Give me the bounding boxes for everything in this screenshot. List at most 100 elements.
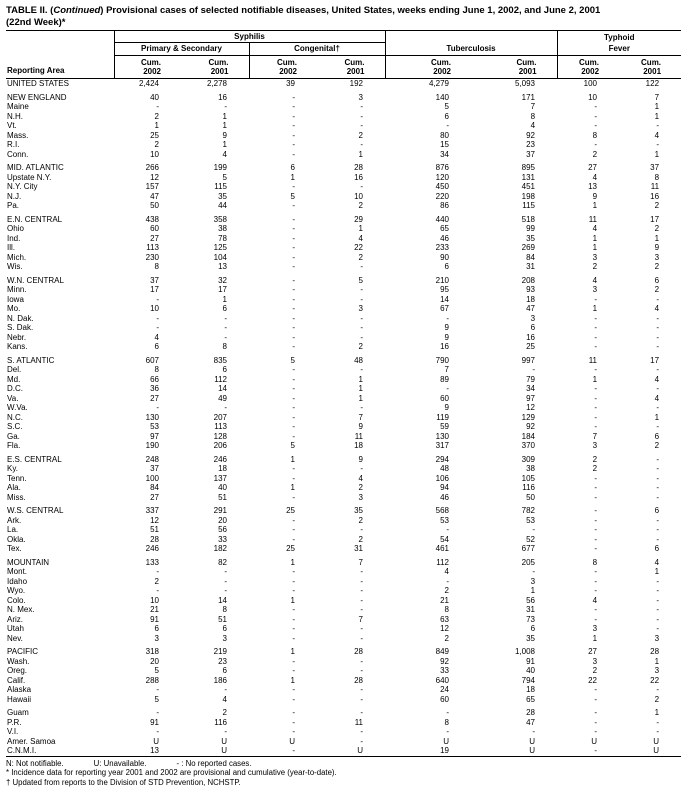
value-cell: 12 <box>150 172 159 182</box>
value-cell: 1 <box>358 393 363 403</box>
value-cell: 4 <box>654 374 660 384</box>
reporting-area-cell: Miss. <box>7 492 26 502</box>
value-cell: - <box>292 374 295 384</box>
reporting-area-cell: Iowa <box>7 294 24 304</box>
reporting-area-cell: Ill. <box>7 243 15 252</box>
value-cell: - <box>224 313 227 323</box>
value-cell: 6 <box>654 431 660 441</box>
reporting-area-cell: S. ATLANTIC <box>7 355 55 365</box>
table-row: Del. 8 6 - - 7 - - - <box>6 365 681 375</box>
value-cell: 1 <box>654 102 660 111</box>
value-cell: 94 <box>440 483 449 492</box>
value-cell: 27 <box>150 233 159 243</box>
value-cell: 3 <box>592 656 598 666</box>
value-cell: 27 <box>588 647 598 656</box>
value-cell: 11 <box>588 214 598 224</box>
value-cell: 6 <box>222 304 227 313</box>
value-cell: 54 <box>440 534 449 544</box>
value-cell: U <box>221 736 227 746</box>
value-cell: 461 <box>435 544 449 553</box>
value-cell: 84 <box>150 483 159 492</box>
value-cell: - <box>224 727 227 736</box>
value-cell: - <box>156 567 159 576</box>
value-cell: 17 <box>650 214 660 224</box>
table-row: Ark. 12 20 - 2 53 53 - - <box>6 516 681 526</box>
value-cell: - <box>224 567 227 576</box>
value-cell: - <box>360 624 363 633</box>
value-cell: 31 <box>526 262 536 271</box>
value-cell: 128 <box>213 431 227 441</box>
reporting-area-cell: N.C. <box>7 412 23 422</box>
value-cell: 2 <box>358 130 363 140</box>
value-cell: 157 <box>145 182 159 191</box>
value-cell: 10 <box>354 191 363 201</box>
value-cell: 16 <box>440 342 449 351</box>
value-cell: - <box>292 252 295 262</box>
value-cell: 2 <box>592 149 598 159</box>
value-cell: 93 <box>526 285 536 294</box>
table-row: S. ATLANTIC 607 835 5 48 790 997 11 17 <box>6 356 681 366</box>
value-cell: 205 <box>521 557 536 567</box>
primary-secondary-header: Primary & Secondary <box>114 42 249 56</box>
value-cell: - <box>292 624 295 633</box>
value-cell: 50 <box>526 492 536 502</box>
value-cell: - <box>292 323 295 332</box>
header-row-subgroups: Primary & Secondary Congenital† Fever <box>6 42 682 56</box>
reporting-area-cell: PACIFIC <box>7 647 38 656</box>
value-cell: 782 <box>521 506 536 515</box>
value-cell: 450 <box>435 182 449 191</box>
value-cell: 5 <box>444 102 449 111</box>
reporting-area-cell: Mo. <box>7 304 21 313</box>
value-cell: 186 <box>213 675 227 685</box>
value-cell: 317 <box>435 441 449 450</box>
value-cell: 230 <box>145 252 159 262</box>
value-cell: - <box>656 454 660 464</box>
value-cell: - <box>156 102 159 111</box>
value-cell: 122 <box>645 79 660 88</box>
value-cell: 208 <box>521 275 536 285</box>
value-cell: - <box>156 586 159 595</box>
table-row: Ariz. 91 51 - 7 63 73 - - <box>6 615 681 625</box>
value-cell: 1 <box>222 111 227 121</box>
value-cell: 60 <box>440 694 449 704</box>
value-cell: 438 <box>145 214 159 224</box>
value-cell: 1 <box>290 557 295 567</box>
value-cell: 677 <box>521 544 536 553</box>
reporting-area-cell: C.N.M.I. <box>7 746 37 755</box>
value-cell: 35 <box>218 191 227 201</box>
value-cell: 4 <box>222 694 227 704</box>
table-row: Ill. 113 125 - 22 233 269 1 9 <box>6 243 681 253</box>
table-row: Guam - 2 - - - 28 - 1 <box>6 708 681 718</box>
value-cell: 2 <box>358 483 363 492</box>
value-cell: 112 <box>214 374 227 384</box>
value-cell: - <box>292 214 295 224</box>
value-cell: 1 <box>592 201 598 210</box>
value-cell: 116 <box>522 483 536 492</box>
value-cell: 6 <box>654 275 660 285</box>
reporting-area-cell: Wyo. <box>7 586 26 595</box>
value-cell: 1 <box>530 586 536 595</box>
value-cell: 5,093 <box>514 79 536 88</box>
value-cell: 17 <box>650 355 660 365</box>
value-cell: 60 <box>440 393 449 403</box>
value-cell: 895 <box>521 163 536 172</box>
value-cell: 4 <box>530 121 536 130</box>
value-cell: 11 <box>354 431 363 441</box>
table-row: P.R. 91 116 - 11 8 47 - - <box>6 718 681 728</box>
value-cell: - <box>224 576 227 586</box>
value-cell: 14 <box>440 294 449 304</box>
value-cell: 2 <box>154 576 159 586</box>
reporting-area-cell: Kans. <box>7 342 28 351</box>
value-cell: - <box>224 403 227 412</box>
value-cell: 79 <box>526 374 536 384</box>
value-cell: 116 <box>214 717 227 727</box>
value-cell: 47 <box>150 191 159 201</box>
value-cell: 16 <box>354 172 363 182</box>
value-cell: 73 <box>526 614 536 624</box>
value-cell: - <box>292 403 295 412</box>
value-cell: 5 <box>358 275 363 285</box>
table-body: UNITED STATES 2,424 2,278 39 192 4,279 5,093 10… <box>6 79 681 757</box>
reporting-area-cell: Pa. <box>7 201 20 210</box>
table-row: Upstate N.Y. 12 5 1 16 120 131 4 8 <box>6 173 681 183</box>
